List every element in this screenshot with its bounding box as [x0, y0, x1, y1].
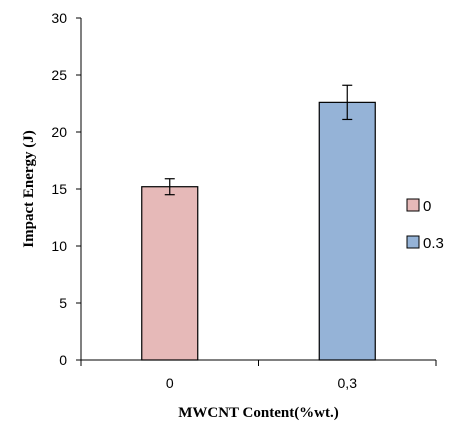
y-tick-label: 5 — [59, 295, 67, 311]
y-tick-label: 10 — [51, 238, 67, 254]
y-tick-label: 15 — [51, 181, 67, 197]
y-axis: 0 5 10 15 20 25 30 — [51, 10, 82, 368]
y-axis-label: Impact Energy (J) — [21, 130, 37, 247]
legend-label: 0.3 — [423, 235, 444, 252]
y-tick-label: 20 — [51, 124, 67, 140]
y-tick-label: 0 — [59, 352, 67, 368]
legend-label: 0 — [423, 198, 431, 215]
legend: 00.3 — [406, 198, 444, 252]
bar — [141, 186, 199, 361]
legend-swatch — [406, 235, 420, 249]
x-axis: 0 0,3 — [80, 359, 437, 391]
y-tick-label: 30 — [51, 10, 67, 26]
x-tick-label: 0,3 — [338, 375, 358, 391]
y-tick-label: 25 — [51, 67, 67, 83]
x-axis-label: MWCNT Content(%wt.) — [178, 405, 339, 421]
legend-swatch — [406, 198, 420, 212]
bar — [318, 101, 376, 361]
x-tick-label: 0 — [166, 375, 174, 391]
